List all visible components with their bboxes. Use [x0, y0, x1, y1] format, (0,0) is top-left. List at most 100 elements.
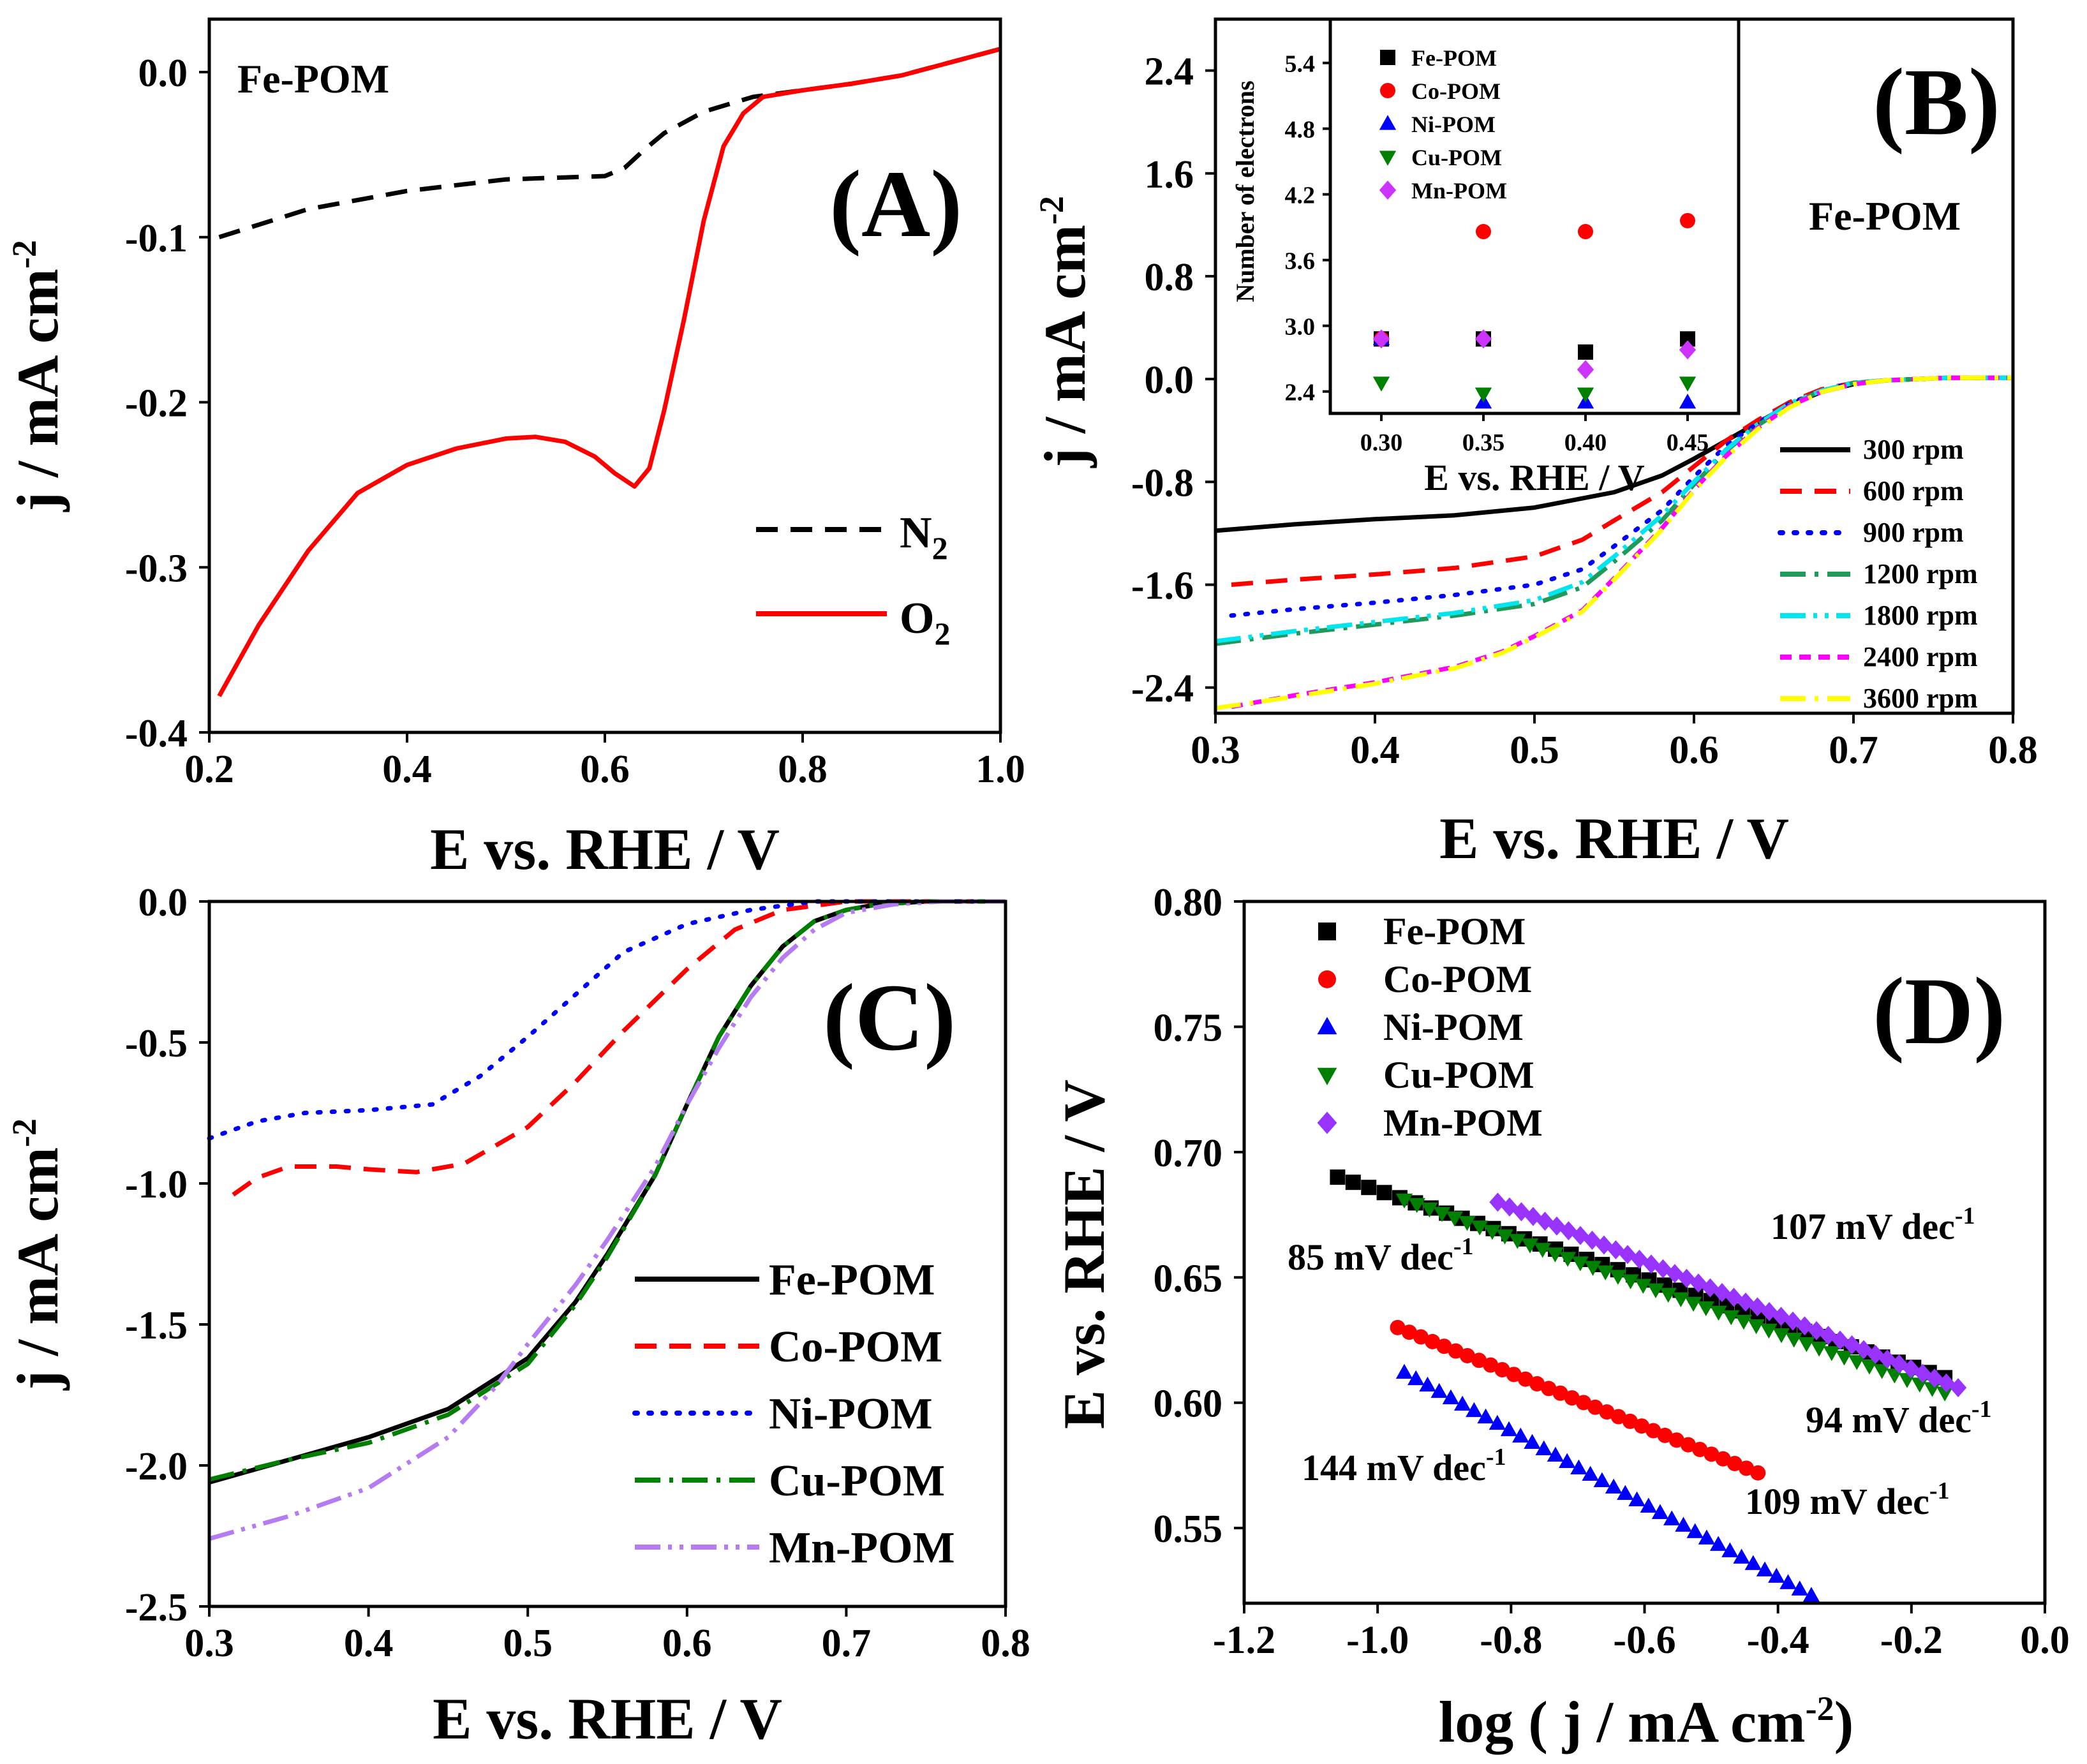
panel-d-point-co-pom	[1610, 1409, 1626, 1425]
panel-a-label: (A)	[829, 151, 962, 257]
panel-d-point-co-pom	[1541, 1381, 1557, 1397]
panel-a-xtick-label: 0.8	[778, 748, 828, 791]
slope-label-fe-text: 85 mV dec	[1288, 1236, 1453, 1278]
panel-d-point-ni-pom	[1500, 1421, 1518, 1437]
inset-point-mn-pom	[1474, 329, 1492, 349]
panel-a-series	[217, 47, 1001, 697]
panel-d-ticks: -1.2 -1.0 -0.8 -0.6 -0.4 -0.2 0.0 0.80 0.75 0.70 0…	[1154, 881, 2070, 1662]
panel-b-xtick-label: 0.3	[1191, 729, 1240, 772]
panel-d-point-co-pom	[1750, 1465, 1766, 1481]
panel-d-point-cu-pom	[1836, 1351, 1853, 1366]
panel-d-point-fe-pom	[1361, 1180, 1377, 1196]
panel-c-line-co-pom	[232, 899, 1006, 1197]
panel-d-point-cu-pom	[1860, 1360, 1878, 1375]
panel-d-point-co-pom	[1459, 1347, 1475, 1363]
panel-d-ytick-label: 0.55	[1154, 1508, 1223, 1551]
panel-d-point-ni-pom	[1442, 1389, 1460, 1405]
panel-d-point-cu-pom	[1848, 1355, 1866, 1370]
panel-c-ytick-label: -2.5	[125, 1586, 188, 1629]
panel-d-point-cu-pom	[1534, 1243, 1551, 1258]
inset-point-co-pom	[1578, 224, 1593, 240]
inset-legend-label-mn-pom: Mn-POM	[1411, 178, 1507, 204]
panel-a-ytick-label: -0.1	[125, 217, 188, 260]
panel-d-point-co-pom	[1680, 1437, 1696, 1453]
panel-b-ytick-label: -1.6	[1131, 565, 1194, 608]
legend-d-label-fe-pom: Fe-POM	[1383, 910, 1526, 952]
panel-d-point-co-pom	[1727, 1456, 1742, 1472]
panel-d-point-cu-pom	[1459, 1216, 1476, 1231]
inset-point-ni-pom	[1679, 394, 1697, 409]
legend-c-label-ni-pom: Ni-POM	[769, 1390, 933, 1439]
legend-d-label-mn-pom: Mn-POM	[1383, 1102, 1543, 1144]
slope-label-co: 109 mV dec-1	[1745, 1478, 1950, 1522]
panel-d-point-cu-pom	[1735, 1314, 1753, 1330]
panel-a-ytick-label: -0.3	[125, 547, 188, 590]
panel-d-point-co-pom	[1599, 1404, 1615, 1420]
legend-a-n2-name: N	[900, 508, 932, 558]
panel-b-line-900-rpm	[1229, 375, 2016, 618]
panel-d-point-ni-pom	[1512, 1427, 1529, 1443]
panel-d-point-ni-pom	[1582, 1465, 1599, 1481]
legend-b-label-900-rpm: 900 rpm	[1863, 517, 1964, 548]
slope-label-mn-text: 107 mV dec	[1771, 1206, 1955, 1247]
legend-b-label-300-rpm: 300 rpm	[1863, 434, 1964, 465]
inset-legend-label-cu-pom: Cu-POM	[1411, 145, 1502, 170]
panel-d-point-ni-pom	[1466, 1402, 1483, 1418]
panel-d-point-cu-pom	[1483, 1225, 1501, 1240]
panel-d-point-cu-pom	[1660, 1287, 1677, 1303]
panel-d-point-co-pom	[1552, 1385, 1568, 1401]
legend-c-label-mn-pom: Mn-POM	[769, 1523, 955, 1573]
panel-d-point-cu-pom	[1936, 1386, 1954, 1402]
panel-d-point-fe-pom	[1376, 1185, 1392, 1201]
panel-c-ytick-label: 0.0	[138, 881, 188, 924]
panel-c-ticks: 0.3 0.4 0.5 0.6 0.7 0.8 0.0 -0.5 -1.0 -1.5 -2.0 -2.…	[125, 881, 1030, 1665]
panel-d-point-cu-pom	[1571, 1256, 1589, 1271]
panel-d-point-cu-pom	[1609, 1270, 1627, 1285]
panel-d-xlabel-main: log ( j / mA cm	[1439, 1689, 1806, 1754]
panel-b-ytick-label: 2.4	[1145, 50, 1194, 94]
panel-d-point-ni-pom	[1524, 1434, 1541, 1449]
panel-a-ytick-label: -0.4	[125, 712, 188, 755]
inset-point-mn-pom	[1679, 340, 1697, 360]
panel-d-point-co-pom	[1668, 1432, 1684, 1448]
panel-d-point-co-pom	[1425, 1333, 1441, 1349]
panel-c-xtick-label: 0.5	[503, 1622, 553, 1665]
panel-a-xtick-label: 0.6	[580, 748, 630, 791]
panel-d-point-cu-pom	[1395, 1193, 1413, 1209]
inset-xtick-label: 0.35	[1462, 429, 1505, 456]
panel-d-label: (D)	[1873, 958, 2005, 1064]
slope-label-cu-text: 94 mV dec	[1806, 1399, 1972, 1441]
panel-d-point-co-pom	[1401, 1324, 1417, 1340]
slope-label-fe: 85 mV dec-1	[1288, 1233, 1474, 1278]
panel-d-point-ni-pom	[1535, 1440, 1552, 1456]
panel-a: 0.2 0.4 0.6 0.8 1.0 0.0 -0.1 -0.2 -0.3 -0.4 (A) F…	[5, 17, 1025, 882]
panel-a-line-o	[217, 47, 1001, 697]
panel-d-point-co-pom	[1483, 1357, 1499, 1373]
panel-d-point-mn-pom	[1631, 1249, 1648, 1269]
legend-d-label-co-pom: Co-POM	[1383, 958, 1532, 1000]
panel-d-point-ni-pom	[1593, 1472, 1611, 1487]
legend-c-label-fe-pom: Fe-POM	[769, 1256, 935, 1305]
panel-d-point-cu-pom	[1772, 1328, 1790, 1344]
panel-a-frame	[207, 17, 1002, 734]
inset-ylabel: Number of electrons	[1231, 80, 1259, 302]
panel-d-point-co-pom	[1634, 1418, 1650, 1434]
panel-d-point-mn-pom	[1820, 1326, 1837, 1345]
slope-label-ni: 144 mV dec-1	[1302, 1444, 1506, 1488]
inset-xtick-label: 0.45	[1667, 429, 1709, 456]
panel-c-ylabel-main: j / mA cm	[5, 1147, 70, 1391]
legend-d-marker-co-pom	[1318, 970, 1336, 988]
inset-ytick-label: 3.0	[1285, 314, 1316, 341]
panel-b-ytick-label: 0.8	[1145, 256, 1194, 299]
panel-d-xtick-label: -1.0	[1346, 1619, 1409, 1662]
panel-d-point-cu-pom	[1684, 1296, 1702, 1312]
panel-b-line-3600-rpm	[1215, 375, 2013, 711]
panel-d-point-ni-pom	[1675, 1516, 1692, 1532]
panel-b-ylabel-main: j / mA cm	[1032, 225, 1097, 468]
inset-legend-marker-ni-pom	[1379, 115, 1397, 130]
panel-d-point-co-pom	[1692, 1441, 1708, 1457]
legend-d-marker-fe-pom	[1318, 923, 1336, 940]
inset-ytick-label: 4.2	[1285, 182, 1316, 209]
panel-d-point-cu-pom	[1785, 1332, 1802, 1348]
inset-background	[1330, 19, 1739, 413]
